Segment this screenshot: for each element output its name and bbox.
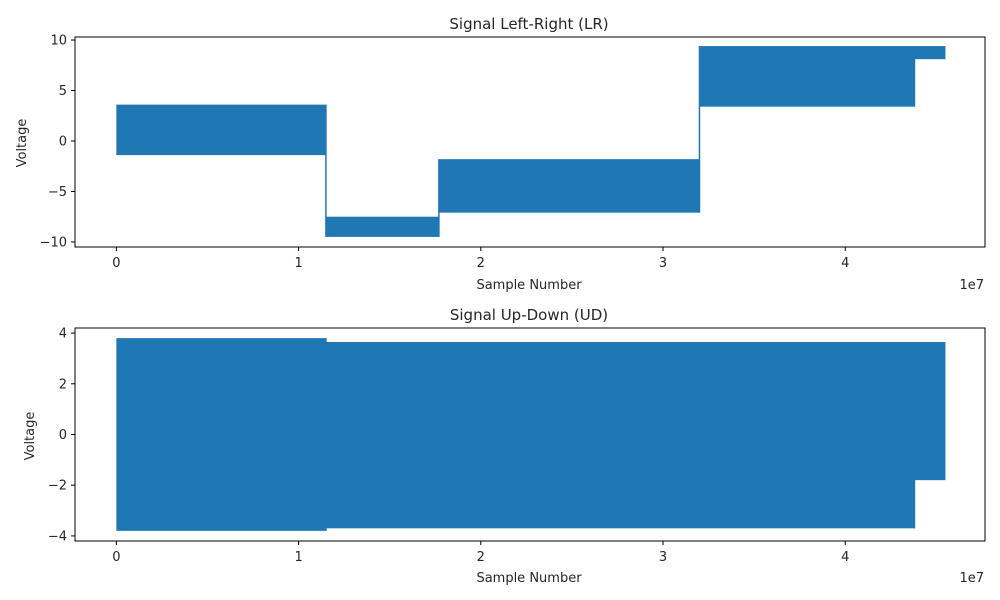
y-tick-label-ud: −2: [48, 479, 67, 494]
x-tick-label-ud: 4: [841, 550, 849, 565]
y-axis-label-ud: Voltage: [23, 412, 38, 461]
plot-area-lr: [116, 46, 946, 237]
plot-area-ud: [116, 338, 946, 531]
y-tick-label-ud: 0: [59, 428, 67, 443]
x-tick-label-ud: 0: [112, 550, 120, 565]
y-tick-label-lr: 10: [50, 34, 67, 49]
y-ticks-ud: −4 −2 0 2 4: [48, 327, 75, 544]
chart-title-lr: Signal Left-Right (LR): [449, 15, 608, 33]
y-tick-label-ud: 4: [59, 327, 67, 342]
x-tick-label-ud: 1: [294, 550, 302, 565]
x-tick-label-lr: 2: [477, 256, 485, 271]
x-tick-label-lr: 1: [294, 256, 302, 271]
x-ticks-ud: 0 1 2 3 4: [112, 541, 849, 565]
y-tick-label-lr: 5: [59, 84, 67, 99]
x-offset-label-lr: 1e7: [959, 278, 984, 293]
y-tick-label-lr: 0: [59, 134, 67, 149]
y-tick-label-ud: −4: [48, 529, 67, 544]
x-tick-label-ud: 3: [659, 550, 667, 565]
x-tick-label-lr: 3: [659, 256, 667, 271]
signal-segment-lr-3: [438, 159, 700, 213]
x-offset-label-ud: 1e7: [959, 571, 984, 586]
signal-segment-lr-5: [914, 46, 946, 60]
y-tick-label-lr: −10: [40, 235, 67, 250]
x-axis-label-ud: Sample Number: [476, 571, 582, 586]
signal-segment-lr-2: [325, 216, 439, 237]
signal-segment-ud-2: [325, 341, 915, 529]
signal-segment-ud-3: [914, 341, 946, 481]
panel-lr: Signal Left-Right (LR) 0 1 2 3 4 −10 −5 0 5 10 S…: [15, 15, 986, 293]
y-tick-label-lr: −5: [48, 185, 67, 200]
x-tick-label-lr: 0: [112, 256, 120, 271]
panel-ud: Signal Up-Down (UD) 0 1 2 3 4 −4 −2 0 2 4 Sample…: [23, 306, 986, 586]
x-axis-label-lr: Sample Number: [476, 278, 582, 293]
axes-frame-lr: [74, 36, 986, 248]
y-tick-label-ud: 2: [59, 377, 67, 392]
signal-segment-ud-1: [116, 338, 326, 531]
x-tick-label-ud: 2: [477, 550, 485, 565]
y-ticks-lr: −10 −5 0 5 10: [40, 34, 75, 250]
y-axis-label-lr: Voltage: [15, 119, 30, 168]
chart-title-ud: Signal Up-Down (UD): [450, 306, 608, 324]
signal-segment-lr-1: [116, 104, 326, 156]
x-tick-label-lr: 4: [841, 256, 849, 271]
signal-segment-lr-4: [699, 46, 915, 107]
x-ticks-lr: 0 1 2 3 4: [112, 247, 849, 271]
